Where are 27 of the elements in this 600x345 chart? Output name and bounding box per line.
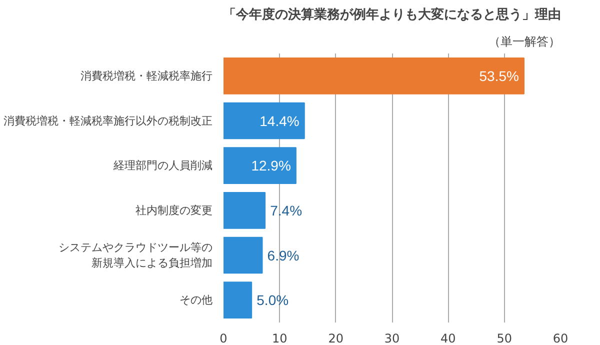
data-label: 7.4%	[270, 202, 302, 218]
x-tick-label: 30	[384, 332, 400, 345]
bar	[224, 282, 252, 319]
x-tick-label: 20	[328, 332, 344, 345]
data-label: 14.4%	[260, 112, 300, 129]
bar	[224, 57, 524, 94]
data-label: 5.0%	[256, 292, 289, 308]
data-label: 53.5%	[479, 68, 519, 84]
y-tick-label: 経理部門の人員削減	[112, 159, 212, 172]
bar	[224, 192, 266, 229]
chart-subtitle: （単一解答）	[488, 34, 560, 48]
x-tick-label: 10	[272, 332, 288, 345]
data-label: 6.9%	[267, 247, 300, 264]
bar	[224, 102, 305, 140]
x-tick-label: 50	[496, 332, 512, 345]
y-tick-label: 消費税増税・軽減税率施行	[80, 69, 212, 82]
x-tick-label: 60	[552, 332, 568, 345]
y-tick-label: その他	[180, 294, 212, 307]
x-tick-label: 0	[220, 332, 228, 345]
chart-title: 「今年度の決算業務が例年よりも大変になると思う」理由	[223, 6, 561, 22]
bar	[224, 236, 263, 274]
y-tick-label: 社内制度の変更	[136, 204, 212, 217]
data-label: 12.9%	[251, 158, 291, 174]
y-tick-label: 消費税増税・軽減税率施行以外の税制改正	[4, 114, 212, 128]
x-tick-label: 40	[440, 332, 456, 345]
y-tick-label: システムやクラウドツール等の新規導入による負担増加	[58, 240, 212, 270]
bar	[224, 147, 296, 184]
